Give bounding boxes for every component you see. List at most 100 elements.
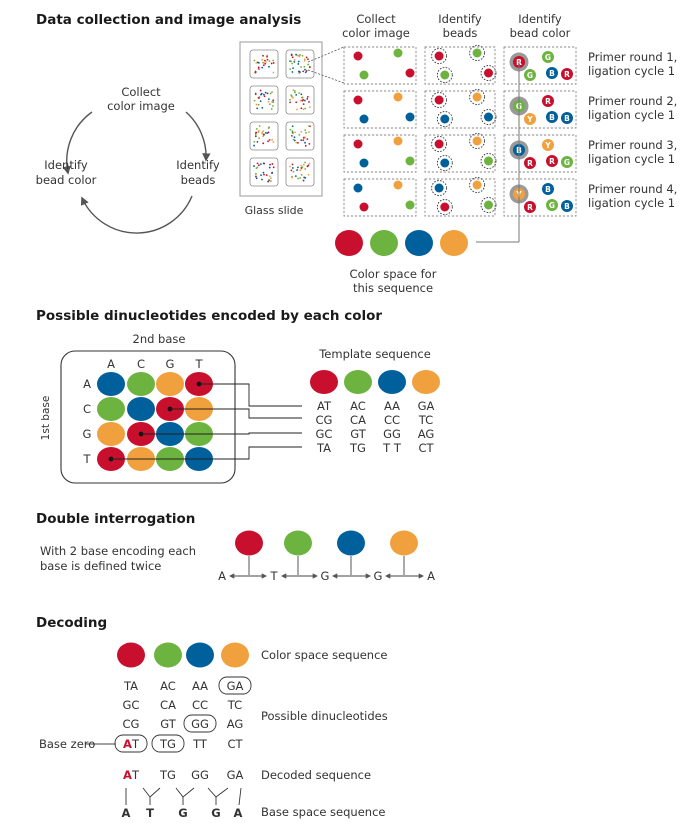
base-space-letter: A [122,806,131,820]
cycle-bead-color-label-1: Identify [44,158,88,172]
slide-dot [302,108,305,111]
column-base-A: A [107,357,115,371]
bead-color-marker [524,69,536,81]
image-bead [393,136,403,146]
dinucleotide-cell: TA [316,441,331,455]
decoding-dinucleotide-cell: CG [123,717,140,731]
image-bead [359,158,369,168]
bead-outline [431,180,448,196]
decoded-dinucleotide: AT [123,768,140,782]
round-label-line1: Primer round 4, [588,182,677,196]
bead-color-marker [542,183,554,195]
slide-dot [299,99,302,102]
slide-dot [290,60,292,63]
selected-dinucleotide-box [183,714,217,733]
slide-dot [272,101,275,104]
bead-outline [469,89,486,105]
identified-bead [434,51,444,61]
image-bead [405,112,415,122]
slide-dot [296,169,299,171]
decoding-color-dot [154,642,182,668]
slide-dot [301,166,304,168]
double-desc-2: base is defined twice [40,559,161,573]
base-space-letter: G [211,806,220,820]
matrix-cell [97,372,125,396]
slide-dot [292,132,294,135]
identified-bead [434,95,444,105]
slide-dot [261,131,264,134]
col-header-collect-1: Collect [356,12,396,26]
dinucleotide-cell: T T [382,441,402,455]
zoom-line-bottom [307,69,345,84]
slide-dot [262,61,264,64]
slide-dot [264,62,267,65]
first-base-label: 1st base [40,396,52,441]
image-bead [405,200,415,210]
bead-color-marker [561,68,573,80]
slide-dot [308,66,311,69]
glass-slide-label: Glass slide [245,204,304,217]
double-base-G: G [374,569,383,583]
identified-bead [434,183,444,193]
row-base-C: C [83,402,91,416]
interrogation-dot [390,530,418,556]
bead-color-letter: R [549,157,555,166]
identified-bead [472,180,482,190]
identified-bead [484,68,493,78]
slide-dot [294,175,297,177]
selected-dinucleotide-box [114,734,148,753]
slide-dot [257,66,260,69]
slide-dot [262,142,265,145]
decoded-dinucleotide: GA [227,768,244,782]
cycle-arrow-bottom [80,195,193,234]
decoding-dinucleotide-cell: AA [192,679,208,693]
base-join [142,787,161,798]
slide-dot [291,125,294,128]
bead-color-letter: B [549,69,555,78]
slide-dot [262,162,265,165]
color-space-dots [335,230,468,256]
slide-dot [261,106,264,109]
slide-dot [263,133,265,136]
slide-dot [291,163,294,166]
slide-panels [249,49,315,187]
slide-dot [272,166,275,169]
slide-dot [254,134,257,136]
double-base-T: T [269,569,278,583]
connector-line [170,408,302,419]
slide-dot [270,177,272,180]
slide-dot [303,58,306,61]
slide-dot [301,54,304,57]
slide-dot [262,130,265,132]
slide-dot [308,162,311,165]
slide-dot [262,93,265,96]
slide-dot [290,169,293,172]
bead-color-marker [524,157,536,169]
slide-dot [300,131,303,133]
slide-dot [261,178,263,181]
bead-outline [469,45,486,61]
slide-dot [255,175,257,178]
slide-dot [291,96,294,99]
slide-dot [258,68,261,71]
bead-outline [469,177,486,193]
dinucleotide-cell: TG [349,441,366,455]
slide-dot [257,103,260,106]
double-base-A: A [427,569,435,583]
slide-dot [261,132,264,135]
slide-dot [253,99,256,102]
slide-dot [253,140,256,143]
bead-color-letter: R [545,97,551,106]
slide-dot [268,175,271,178]
base-join [175,787,195,798]
bead-color-marker [524,201,536,213]
bead-outline [436,155,453,171]
slide-panel [285,121,315,151]
image-bead [393,48,403,58]
row-base-G: G [83,427,92,441]
template-dot [310,370,338,394]
cycle-collect-label-1: Collect [121,85,161,99]
slide-dot [262,171,265,174]
slide-dot [259,100,262,103]
